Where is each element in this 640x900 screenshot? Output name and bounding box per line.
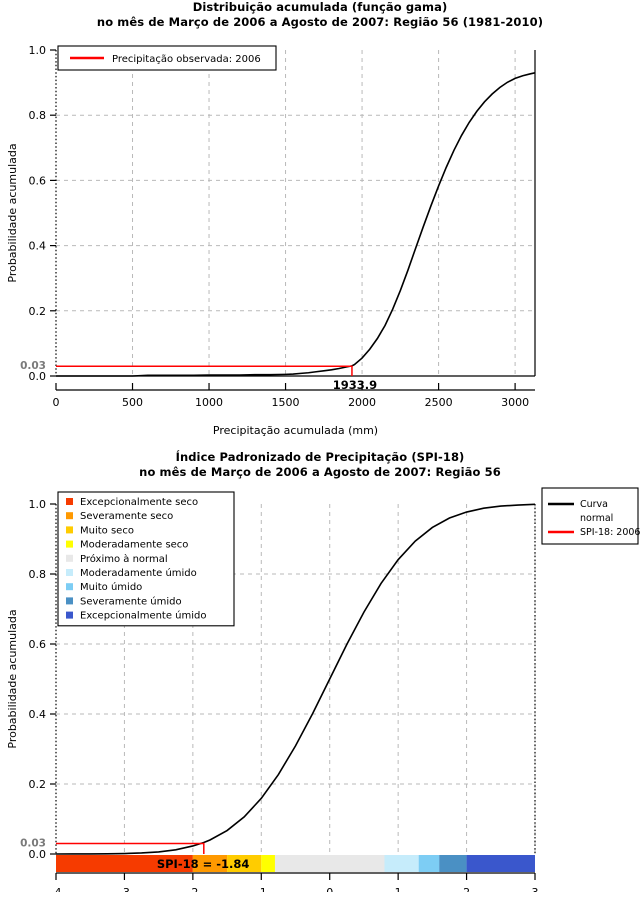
x-tick-label-bottom: 0 xyxy=(326,886,333,892)
colorbar-segment xyxy=(56,855,193,872)
x-tick-label-top: 500 xyxy=(122,396,143,409)
legend-swatch-category xyxy=(66,540,73,548)
plot-area-top: 0.0 0.2 0.4 0.6 0.8 1.0 0 500 1000 1500 2000 2500 30… xyxy=(6,44,536,437)
legend-label-category: Moderadamente seco xyxy=(80,540,188,551)
x-tick-label-bottom: 1 xyxy=(395,886,402,892)
colorbar-segment xyxy=(261,855,275,872)
chart-title-top: Distribuição acumulada (função gama) no … xyxy=(0,0,640,30)
spi-marker xyxy=(56,842,205,854)
x-tick-label-top: 1500 xyxy=(272,396,300,409)
spi-value-label: SPI-18 = -1.84 xyxy=(157,857,250,871)
chart-title-top-line1: Distribuição acumulada (função gama) xyxy=(192,0,448,14)
colorbar-segment xyxy=(274,855,385,872)
legend-label-normal-curve-line2: normal xyxy=(580,513,613,524)
colorbar-segment xyxy=(466,855,535,872)
y-tick-label-top: 0.8 xyxy=(29,109,47,122)
series-normal-cdf-curve xyxy=(55,503,536,855)
legend-label-observed: Precipitação observada: 2006 xyxy=(112,54,261,65)
y-tick-label-bottom: 0.2 xyxy=(29,778,47,791)
legend-swatch-category xyxy=(66,512,73,520)
chart-title-bottom-line1: Índice Padronizado de Precipitação (SPI-… xyxy=(175,450,465,464)
y-tick-label-top: 0.6 xyxy=(29,174,47,187)
y-tick-label-top: 0.0 xyxy=(29,370,47,383)
x-tick-label-top: 1000 xyxy=(195,396,223,409)
x-tick-label-bottom: 3 xyxy=(532,886,539,892)
chart-title-top-line2: no mês de Março de 2006 a Agosto de 2007… xyxy=(96,15,544,29)
x-tick-label-bottom: -3 xyxy=(119,886,130,892)
y-tick-label-bottom: 0.6 xyxy=(29,638,47,651)
legend-box-curves xyxy=(541,487,639,545)
y-tick-label-bottom: 0.8 xyxy=(29,568,47,581)
panel-spi-cdf: Índice Padronizado de Precipitação (SPI-… xyxy=(0,450,640,900)
legend-top[interactable]: Precipitação observada: 2006 xyxy=(57,45,277,71)
y-tick-label-bottom: 0.4 xyxy=(29,708,47,721)
x-tick-label-bottom: -4 xyxy=(51,886,62,892)
legend-swatch-category xyxy=(66,498,73,505)
legend-curves[interactable]: Curva normal SPI-18: 2006 xyxy=(541,487,640,545)
legend-swatch-category xyxy=(66,569,73,576)
legend-label-category: Moderadamente úmido xyxy=(80,567,197,579)
marker-precip-label: 1933.9 xyxy=(333,378,377,392)
legend-label-normal-curve-line1: Curva xyxy=(580,499,608,510)
legend-swatch-category xyxy=(66,611,73,619)
plot-area-bottom: 0.0 0.2 0.4 0.6 0.8 1.0 0.03 SPI-18 = -1.84 -4 -3… xyxy=(6,498,539,892)
legend-swatch-category xyxy=(66,554,73,562)
y-tick-label-top: 1.0 xyxy=(29,44,47,57)
colorbar-segment xyxy=(418,855,440,872)
colorbar-segment xyxy=(227,855,262,872)
x-tick-label-top: 3000 xyxy=(501,396,529,409)
y-tick-label-bottom: 0.0 xyxy=(29,848,47,861)
legend-swatch-category xyxy=(66,597,73,605)
y-axis-title-bottom: Probabilidade acumulada xyxy=(6,609,19,748)
colorbar-segment xyxy=(439,855,467,872)
x-tick-label-bottom: -1 xyxy=(256,886,267,892)
legend-label-category: Excepcionalmente seco xyxy=(80,497,198,508)
legend-box-categories xyxy=(57,491,235,627)
x-tick-label-bottom: -2 xyxy=(187,886,198,892)
colorbar-segment xyxy=(384,855,419,872)
chart-canvas-bottom: 0.0 0.2 0.4 0.6 0.8 1.0 0.03 SPI-18 = -1.84 -4 -3… xyxy=(6,487,640,892)
y-axis-title-top: Probabilidade acumulada xyxy=(6,143,19,282)
legend-label-category: Próximo à normal xyxy=(80,553,168,565)
chart-title-bottom-line2: no mês de Março de 2006 a Agosto de 2007… xyxy=(139,465,501,479)
legend-label-category: Muito úmido xyxy=(80,581,142,593)
y-tick-label-bottom: 1.0 xyxy=(29,498,47,511)
x-tick-label-bottom: 2 xyxy=(463,886,470,892)
legend-label-spi-2006: SPI-18: 2006 xyxy=(580,527,640,538)
marker-probability-label-bottom: 0.03 xyxy=(20,838,46,850)
chart-title-bottom: Índice Padronizado de Precipitação (SPI-… xyxy=(0,450,640,480)
x-tick-label-top: 2000 xyxy=(348,396,376,409)
y-tick-label-top: 0.2 xyxy=(29,305,47,318)
colorbar-segment xyxy=(192,855,228,872)
observed-precip-marker xyxy=(56,365,353,376)
x-axis-title-top: Precipitação acumulada (mm) xyxy=(213,424,378,437)
legend-label-category: Severamente úmido xyxy=(80,595,182,607)
y-tick-label-top: 0.4 xyxy=(29,240,47,253)
panel-gamma-cdf: Distribuição acumulada (função gama) no … xyxy=(0,0,640,437)
legend-label-category: Muito seco xyxy=(80,525,134,536)
marker-probability-label: 0.03 xyxy=(20,360,46,372)
x-tick-label-top: 2500 xyxy=(425,396,453,409)
legend-swatch-category xyxy=(66,526,73,534)
legend-label-category: Severamente seco xyxy=(80,511,173,522)
x-tick-label-top: 0 xyxy=(53,396,60,409)
legend-spi-categories[interactable]: Excepcionalmente seco Severamente seco Mui… xyxy=(57,491,235,627)
legend-label-category: Excepcionalmente úmido xyxy=(80,610,207,622)
chart-canvas-top: 0.0 0.2 0.4 0.6 0.8 1.0 0 500 1000 1500 2000 2500 30… xyxy=(6,44,536,437)
series-gamma-cdf-curve xyxy=(56,72,536,377)
legend-swatch-category xyxy=(66,583,73,591)
spi-category-colorbar: SPI-18 = -1.84 xyxy=(56,855,535,872)
